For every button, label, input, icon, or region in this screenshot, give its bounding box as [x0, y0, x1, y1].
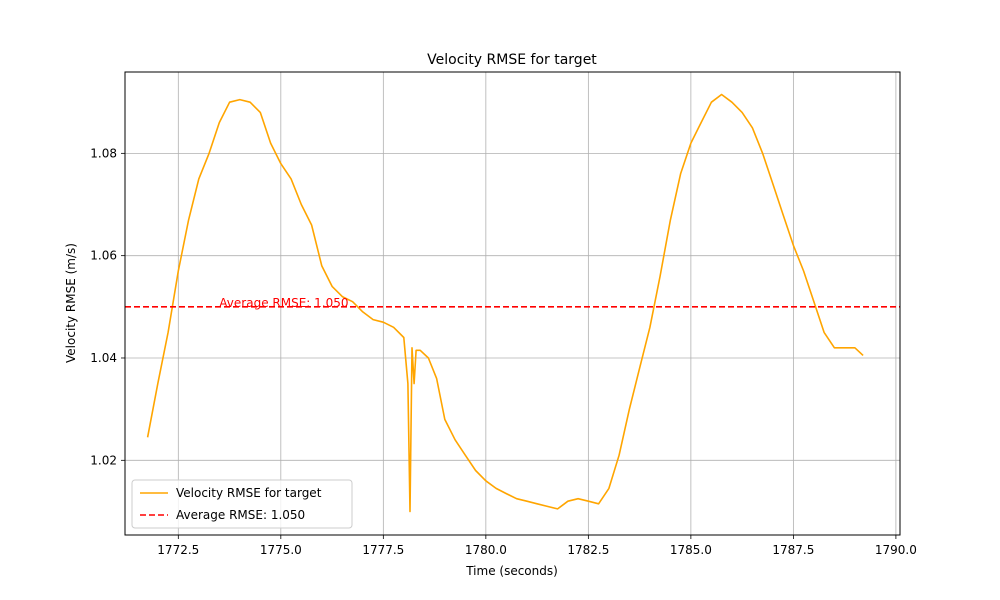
x-tick-label: 1782.5	[567, 543, 609, 557]
x-tick-label: 1790.0	[875, 543, 917, 557]
x-axis-title: Time (seconds)	[465, 564, 558, 578]
y-tick-label: 1.06	[90, 249, 117, 263]
x-tick-label: 1777.5	[362, 543, 404, 557]
legend: Velocity RMSE for target Average RMSE: 1.…	[131, 479, 353, 529]
series-layer	[125, 93, 900, 513]
tick-layer: 1772.5 1775.0 1777.5 1780.0 1782.5 1785.0 1787…	[90, 146, 917, 557]
legend-box	[131, 479, 353, 529]
legend-label: Average RMSE: 1.050	[176, 508, 305, 522]
x-tick-label: 1785.0	[670, 543, 712, 557]
annotation-layer: Average RMSE: 1.050	[219, 296, 348, 310]
x-tick-label: 1787.5	[772, 543, 814, 557]
legend-label: Velocity RMSE for target	[176, 486, 322, 500]
x-tick-label: 1772.5	[157, 543, 199, 557]
y-tick-label: 1.02	[90, 453, 117, 467]
y-tick-label: 1.08	[90, 146, 117, 160]
average-rmse-annotation: Average RMSE: 1.050	[219, 296, 348, 310]
x-tick-label: 1780.0	[465, 543, 507, 557]
grid-layer	[125, 72, 900, 535]
chart-title: Velocity RMSE for target	[427, 52, 597, 68]
y-tick-label: 1.04	[90, 351, 117, 365]
x-tick-label: 1775.0	[260, 543, 302, 557]
series-line-velocity-rmse	[146, 93, 864, 513]
plot-frame	[124, 71, 901, 536]
y-axis-title: Velocity RMSE (m/s)	[64, 243, 78, 363]
